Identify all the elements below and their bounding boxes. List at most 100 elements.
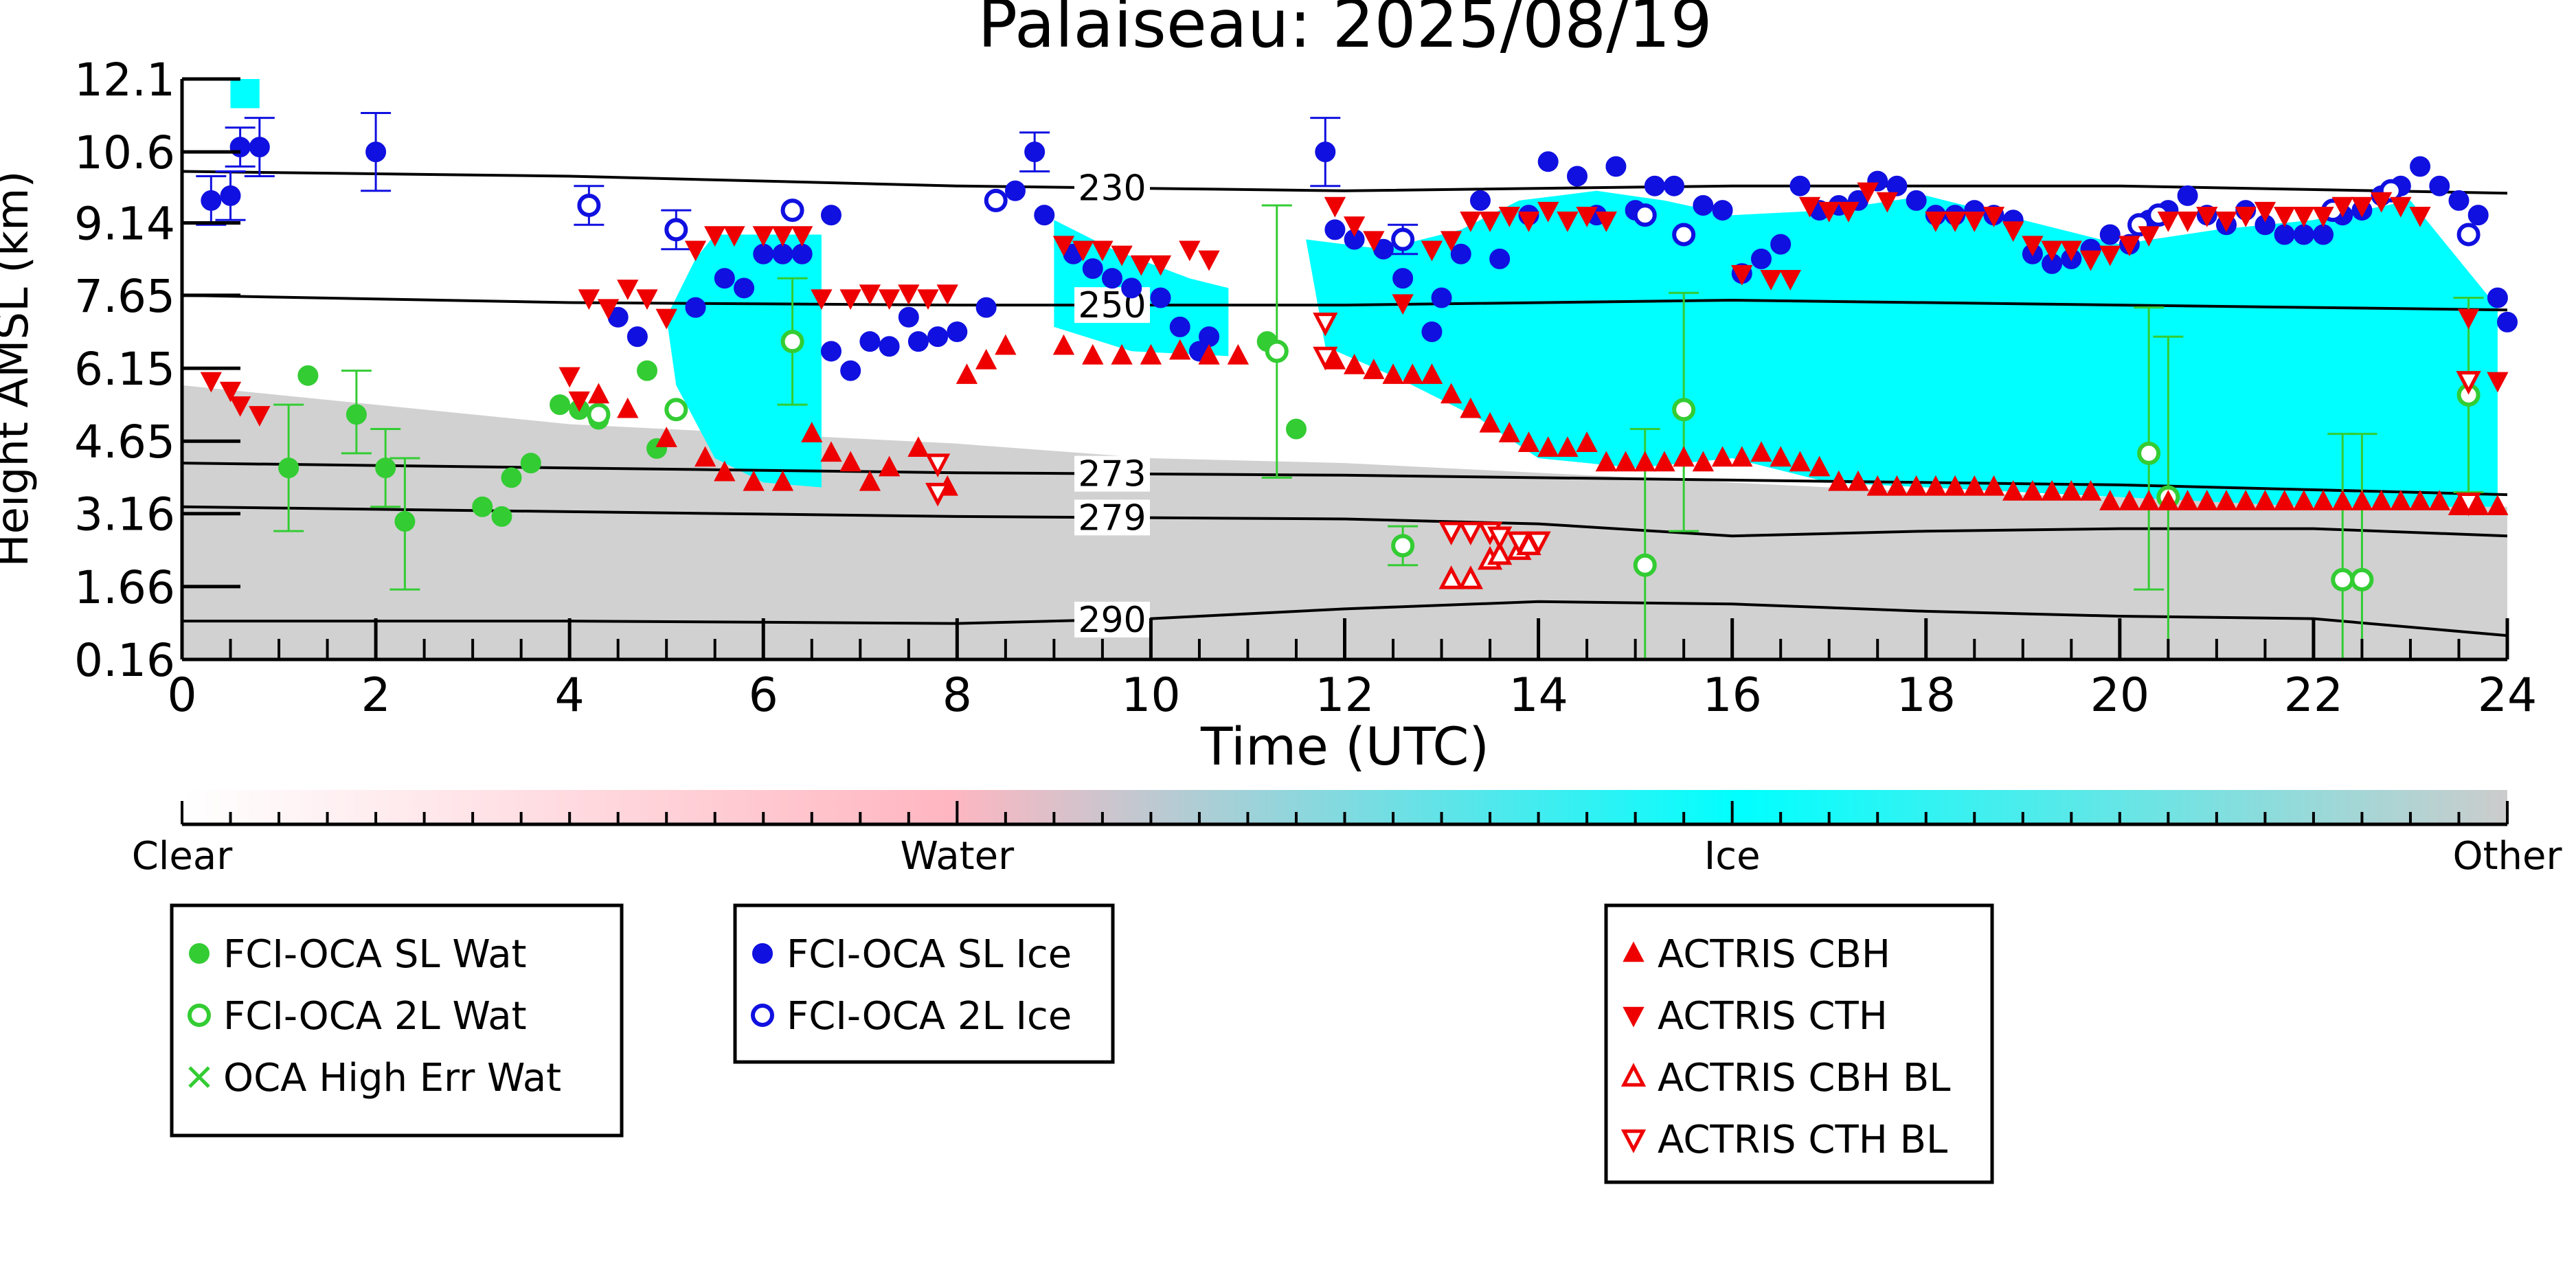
marker-fci-oca-sl-ice [1034,205,1055,226]
marker-actris-cth [1779,269,1801,291]
marker-actris-cth [2370,192,2393,213]
marker-fci-oca-sl-ice [229,137,251,158]
x-tick-label: 24 [2478,668,2538,723]
contour-line-250 [182,293,2507,312]
marker-actris-cbh [1614,451,1637,472]
marker-actris-cth-bl [1506,531,1532,556]
marker-actris-cth [2331,196,2353,218]
marker-actris-cth-bl [925,482,951,507]
ice-region-3 [1306,190,2498,507]
marker-actris-cbh-bl [1438,565,1464,589]
marker-actris-cbh [2060,480,2082,501]
legend-box-3: ACTRIS CBH ACTRIS CTH ACTRIS CBH BL ACTRIS … [1604,903,1994,1184]
marker-actris-cbh [1808,455,1831,477]
marker-fci-oca-sl-ice [791,243,813,264]
marker-actris-cbh [2351,490,2373,510]
marker-fci-oca-sl-ice [1469,190,1491,211]
legend-label: FCI-OCA SL Ice [787,932,1072,977]
contour-label-230: 230 [1078,168,1146,210]
marker-fci-oca-sl-ice [2410,156,2431,177]
x-tick-label: 4 [555,668,585,723]
marker-actris-cbh [771,470,794,491]
marker-actris-cth [771,226,794,247]
marker-fci-oca-sl-wat [346,404,367,425]
marker-actris-cbh [2041,480,2063,501]
marker-fci-oca-2l-ice [2456,223,2481,247]
marker-fci-oca-sl-ice [2429,175,2450,196]
marker-actris-cbh [2119,490,2140,510]
x-tick-label: 14 [1509,668,1568,723]
marker-actris-cth [1982,206,2005,227]
marker-actris-cbh [1082,343,1104,365]
marker-actris-cbh [2409,490,2431,510]
marker-actris-cth [1130,255,1152,276]
marker-fci-oca-2l-wat [587,403,611,427]
marker-actris-cbh [1963,475,1985,496]
legend-box-2: FCI-OCA SL Ice FCI-OCA 2L Ice [733,903,1115,1064]
legend-label: FCI-OCA 2L Ice [787,994,1072,1039]
marker-fci-oca-2l-wat [1672,398,1696,422]
marker-actris-cbh [1169,339,1191,360]
marker-fci-oca-sl-ice [1199,326,1220,348]
marker-actris-cth [249,406,271,427]
marker-fci-oca-sl-ice [1450,243,1471,264]
marker-fci-oca-sl-ice [1770,234,1792,255]
y-tick-label: 1.66 [74,561,175,614]
marker-actris-cbh [1711,446,1734,467]
marker-actris-cbh [1460,397,1482,418]
marker-actris-cbh-bl [1487,541,1513,565]
marker-actris-cth [2235,206,2257,227]
marker-fci-oca-sl-ice [249,137,270,158]
marker-actris-cbh [1866,475,1888,496]
marker-fci-oca-sl-ice [898,306,919,328]
marker-actris-cbh [694,446,716,467]
legend-marker [188,1004,211,1027]
marker-actris-cth-bl [925,453,951,477]
ice-region-0 [666,234,822,488]
marker-fci-oca-2l-wat [664,398,688,422]
marker-actris-cbh [1595,451,1617,472]
legend-frame [170,903,624,1138]
x-axis-label: Time (UTC) [1200,716,1489,777]
marker-fci-oca-sl-ice [365,142,387,163]
marker-actris-cth [898,284,920,305]
marker-actris-cth [859,284,881,305]
marker-actris-cbh [1886,475,1908,496]
marker-fci-oca-sl-ice [734,278,755,299]
chart-title: Palaiseau: 2025/08/19 [978,0,1713,63]
marker-actris-cbh [1052,334,1075,355]
marker-actris-cbh [2331,490,2353,510]
marker-actris-cbh [1440,383,1462,404]
x-tick-label: 8 [942,668,972,723]
marker-actris-cth [1479,212,1501,232]
marker-actris-cth [1363,231,1385,252]
marker-actris-cth [1052,236,1075,257]
x-tick-label: 6 [749,668,778,723]
marker-actris-cth [2157,212,2180,232]
marker-actris-cth [878,289,901,310]
marker-actris-cth [2254,201,2276,223]
legend-label: OCA High Err Wat [223,1056,561,1100]
marker-actris-cth [1149,255,1172,276]
marker-actris-cth [1963,212,1985,232]
legend-marker [188,1066,210,1088]
marker-actris-cth [655,308,677,330]
plot-axes: 0 2 4 6 8 10 12 14 16 18 20 22 240.161.663.164.656.1… [74,54,2537,723]
marker-fci-oca-sl-ice [626,326,648,348]
marker-fci-oca-2l-wat [1265,339,1289,363]
marker-fci-oca-sl-wat [472,496,493,517]
marker-actris-cbh [655,427,677,447]
legend-label: ACTRIS CTH [1658,994,1888,1039]
legend-label: ACTRIS CBH [1658,932,1890,977]
y-tick-label: 10.6 [74,126,175,179]
marker-fci-oca-sl-ice [2099,224,2121,245]
marker-fci-oca-sl-ice [201,190,222,211]
marker-actris-cbh [2390,490,2412,510]
marker-actris-cth [1876,192,1898,213]
marker-fci-oca-sl-wat [297,365,319,386]
marker-actris-cth [1557,212,1579,232]
marker-actris-cth [1537,201,1559,223]
marker-fci-oca-sl-wat [394,511,416,532]
marker-actris-cth [1072,240,1094,262]
